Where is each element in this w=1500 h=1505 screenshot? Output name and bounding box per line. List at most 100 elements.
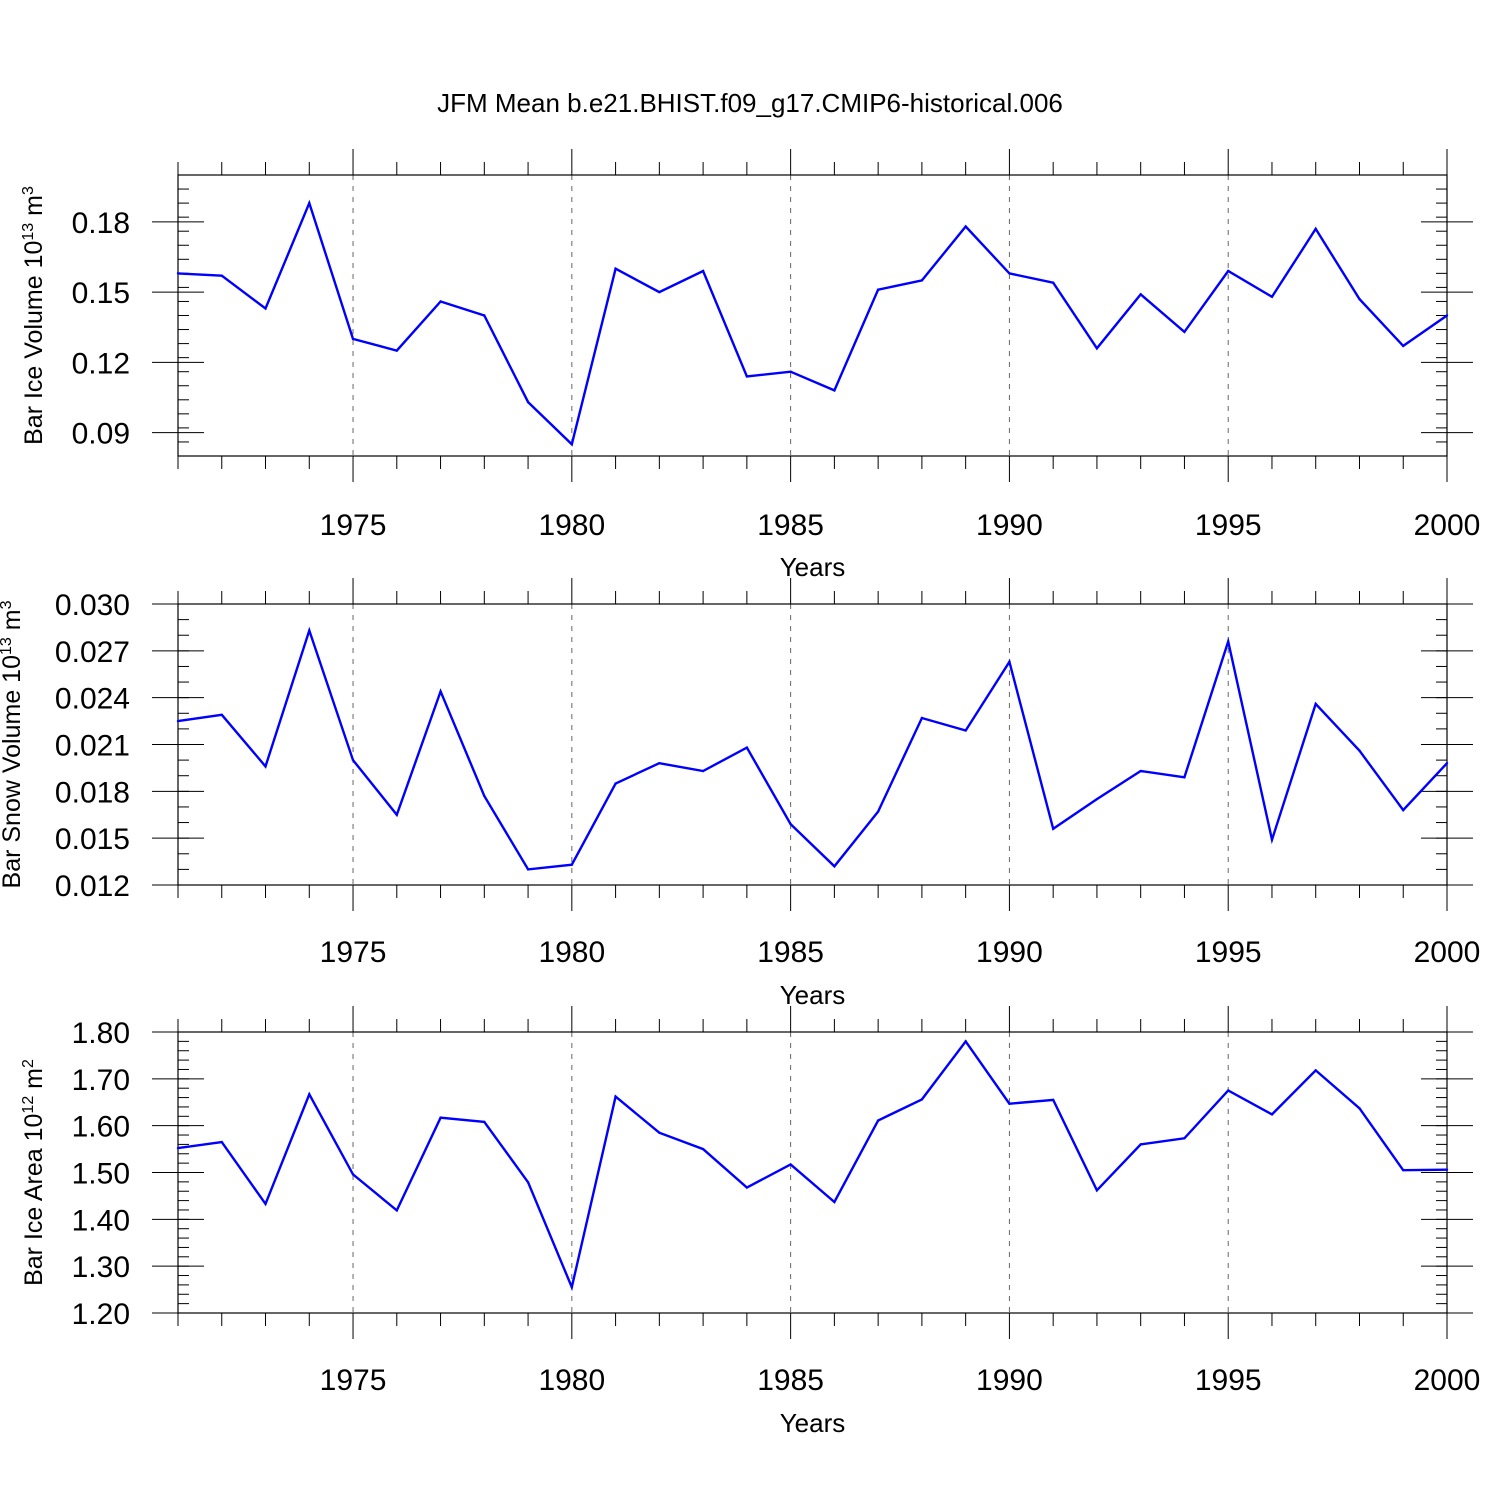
data-point	[701, 769, 705, 773]
y-axis-title-superscript: 3	[20, 186, 37, 195]
data-point	[1314, 702, 1317, 706]
y-axis-title-part: Bar Ice Volume 10	[20, 241, 48, 445]
data-point	[789, 822, 792, 826]
data-point	[876, 810, 880, 813]
y-axis-title: Bar Ice Area 1012 m2	[20, 1059, 48, 1286]
plot-frame	[177, 1031, 1448, 1314]
y-axis-title-superscript: 13	[20, 223, 37, 241]
data-point	[1402, 344, 1405, 348]
data-point	[570, 443, 574, 446]
data-point	[876, 288, 880, 291]
y-tick-label: 0.012	[55, 870, 130, 903]
x-tick-label: 1975	[320, 1364, 387, 1397]
data-point	[1402, 808, 1405, 812]
data-point	[395, 813, 398, 816]
data-point	[920, 279, 924, 282]
data-point	[395, 1209, 398, 1212]
x-tick-label: 1985	[757, 1364, 824, 1397]
data-point	[439, 1116, 442, 1119]
data-point	[1139, 769, 1142, 773]
data-point	[1008, 272, 1011, 275]
data-point	[220, 1140, 223, 1144]
data-point	[789, 370, 792, 373]
data-point	[1227, 269, 1230, 273]
y-tick-label: 0.12	[72, 347, 130, 380]
data-point	[1139, 293, 1142, 296]
y-tick-label: 0.024	[55, 683, 130, 716]
y-axis-title-part: Bar Snow Volume 10	[0, 655, 26, 888]
data-point	[351, 758, 355, 762]
y-tick-label: 1.40	[72, 1204, 130, 1237]
series-line	[177, 199, 1448, 447]
x-axis-title: Years	[780, 1408, 846, 1438]
x-tick-label: 1990	[976, 509, 1043, 542]
y-tick-label: 0.15	[72, 277, 130, 310]
data-point	[789, 1163, 792, 1166]
data-point	[1139, 1143, 1142, 1146]
data-point	[1051, 827, 1055, 830]
x-tick-label: 2000	[1414, 936, 1481, 969]
y-axis-title: Bar Snow Volume 1013 m3	[0, 600, 26, 888]
x-tick-label: 1980	[538, 1364, 605, 1397]
data-point	[439, 300, 442, 303]
data-point	[308, 1093, 311, 1096]
data-point	[1314, 227, 1317, 231]
data-point	[1227, 1089, 1230, 1092]
plot-frame	[177, 603, 1448, 886]
data-point	[1008, 1102, 1011, 1105]
data-point	[614, 782, 617, 785]
data-point	[1095, 1189, 1099, 1192]
data-point	[526, 1181, 530, 1184]
data-point	[964, 225, 967, 228]
data-point	[658, 290, 661, 294]
data-point	[1227, 640, 1230, 643]
y-axis-title-superscript: 3	[0, 600, 15, 609]
data-point	[308, 201, 311, 205]
data-point	[833, 865, 836, 868]
data-point	[745, 1186, 749, 1189]
data-point	[745, 375, 749, 378]
series-line	[177, 626, 1448, 871]
data-point	[1445, 314, 1449, 317]
data-point	[176, 272, 180, 275]
x-tick-label: 1975	[320, 509, 387, 542]
data-point	[220, 274, 223, 277]
x-tick-label: 2000	[1414, 1364, 1481, 1397]
data-point	[1051, 281, 1055, 284]
data-point	[920, 716, 924, 720]
y-tick-label: 1.20	[72, 1298, 130, 1331]
chart-title: JFM Mean b.e21.BHIST.f09_g17.CMIP6-histo…	[437, 88, 1063, 118]
data-point	[483, 1120, 486, 1124]
y-tick-label: 0.015	[55, 823, 130, 856]
y-axis-title-part: Bar Ice Area 10	[20, 1114, 48, 1286]
data-point	[570, 863, 574, 866]
data-point	[920, 1098, 924, 1101]
x-tick-label: 1990	[976, 936, 1043, 969]
x-axis-title: Years	[780, 980, 846, 1010]
series-line	[177, 1039, 1448, 1292]
y-tick-label: 0.030	[55, 589, 130, 622]
y-tick-label: 0.027	[55, 636, 130, 669]
y-tick-label: 1.60	[72, 1111, 130, 1144]
y-tick-label: 0.18	[72, 207, 130, 240]
x-tick-label: 1980	[538, 936, 605, 969]
data-point	[264, 765, 267, 768]
data-point	[1008, 660, 1011, 663]
data-point	[614, 1095, 617, 1098]
plot-frame	[177, 174, 1448, 457]
y-axis-title-part: m	[20, 1068, 48, 1096]
data-point	[833, 1200, 836, 1204]
y-axis-title-superscript: 12	[20, 1096, 37, 1114]
data-point	[1095, 347, 1099, 350]
data-point	[1445, 1168, 1449, 1171]
x-tick-label: 1985	[757, 936, 824, 969]
y-tick-label: 0.09	[72, 418, 130, 451]
y-axis-title-superscript: 2	[20, 1059, 37, 1068]
data-point	[1183, 330, 1186, 334]
x-tick-label: 1975	[320, 936, 387, 969]
data-point	[964, 1040, 967, 1043]
data-point	[395, 349, 398, 352]
data-point	[483, 794, 486, 798]
data-point	[1270, 1113, 1274, 1116]
